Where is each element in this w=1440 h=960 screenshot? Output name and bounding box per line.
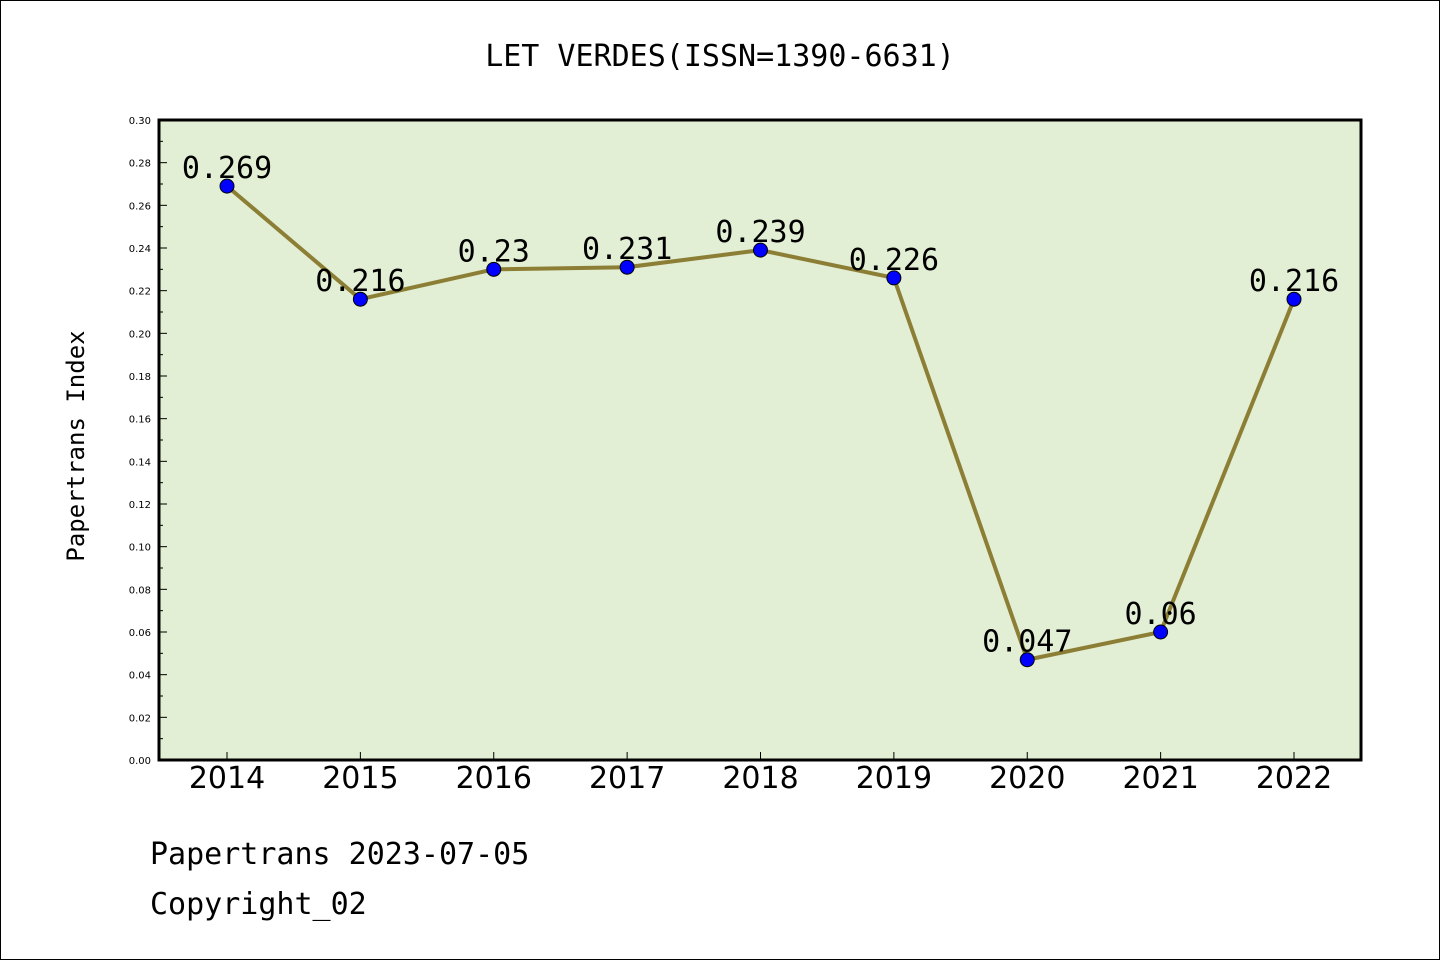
data-label: 0.269 <box>182 151 272 186</box>
x-tick-label: 2014 <box>189 761 265 796</box>
plot-border <box>157 118 1363 762</box>
y-tick-label: 0.14 <box>129 457 151 468</box>
x-tick-label: 2022 <box>1256 761 1332 796</box>
x-tick-label: 2015 <box>322 761 398 796</box>
y-tick-label: 0.08 <box>129 585 151 596</box>
data-markers <box>219 178 1302 668</box>
data-label: 0.226 <box>849 243 939 278</box>
x-tick-label: 2019 <box>856 761 932 796</box>
data-label: 0.216 <box>1249 264 1339 299</box>
y-tick-label: 0.04 <box>129 671 151 682</box>
data-point-marker <box>619 259 635 275</box>
y-tick-label: 0.26 <box>129 201 151 212</box>
plot-area <box>159 120 1361 760</box>
y-tick-label: 0.18 <box>129 372 151 383</box>
data-label: 0.047 <box>982 625 1072 660</box>
y-tick-label: 0.24 <box>129 244 151 255</box>
data-labels: 0.269 0.216 0.23 0.231 0.239 0.226 0.047 0.06 0.… <box>182 151 1339 660</box>
data-point-marker <box>1153 624 1169 640</box>
data-point-marker <box>486 261 502 277</box>
data-point-marker <box>1286 291 1302 307</box>
data-point-marker <box>886 270 902 286</box>
chart-title: LET VERDES(ISSN=1390-6631) <box>485 39 955 74</box>
y-tick-label: 0.12 <box>129 500 151 511</box>
y-tick-label: 0.02 <box>129 713 151 724</box>
data-label: 0.06 <box>1125 597 1197 632</box>
data-label: 0.239 <box>715 215 805 250</box>
footer-date: Papertrans 2023-07-05 <box>150 837 529 872</box>
y-tick-label: 0.30 <box>129 116 151 127</box>
data-label: 0.231 <box>582 232 672 267</box>
y-tick-label: 0.28 <box>129 159 151 170</box>
data-label: 0.23 <box>458 234 530 269</box>
y-tick-label: 0.16 <box>129 415 151 426</box>
x-tick-label: 2021 <box>1122 761 1198 796</box>
x-tick-label: 2016 <box>456 761 532 796</box>
x-axis-ticks: 2014 2015 2016 2017 2018 2019 2020 2021 2022 <box>189 752 1332 796</box>
y-tick-label: 0.06 <box>129 628 151 639</box>
data-point-marker <box>352 291 368 307</box>
x-tick-label: 2020 <box>989 761 1065 796</box>
x-tick-label: 2017 <box>589 761 665 796</box>
data-point-marker <box>753 242 768 258</box>
y-tick-label: 0.20 <box>129 329 151 340</box>
data-point-marker <box>219 178 235 194</box>
data-point-marker <box>1019 652 1035 668</box>
y-tick-label: 0.10 <box>129 543 151 554</box>
x-tick-label: 2018 <box>722 761 798 796</box>
y-tick-label: 0.22 <box>129 287 151 298</box>
y-tick-label: 0.00 <box>129 756 151 767</box>
footer-copyright: Copyright_02 <box>150 887 367 922</box>
data-label: 0.216 <box>315 264 405 299</box>
y-axis-label: Papertrans Index <box>62 330 90 561</box>
